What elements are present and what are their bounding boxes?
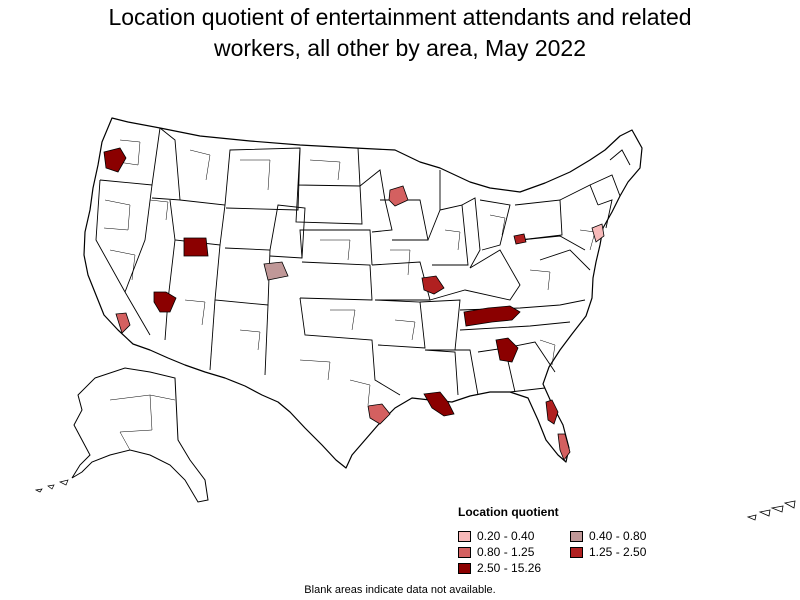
area-orlando-fl — [545, 399, 559, 425]
area-los-angeles-ca — [115, 312, 131, 334]
area-houston-tx — [367, 403, 391, 425]
legend-item: 1.25 - 2.50 — [570, 545, 682, 559]
footnote: Blank areas indicate data not available. — [304, 584, 496, 596]
legend-item: 0.20 - 0.40 — [458, 529, 570, 543]
legend-item: 2.50 - 15.26 — [458, 561, 570, 575]
shaded-areas — [103, 147, 605, 461]
area-minneapolis-mn — [388, 185, 409, 207]
alaska-borders — [109, 394, 176, 451]
legend-swatch — [458, 562, 471, 574]
area-new-york-nj — [591, 223, 605, 243]
hawaii-islands — [746, 500, 796, 521]
area-las-vegas-nv — [153, 291, 177, 313]
legend-items: 0.20 - 0.40 0.40 - 0.80 0.80 - 1.25 1.25… — [458, 529, 698, 575]
area-new-orleans-la — [423, 391, 455, 417]
legend-swatch — [458, 546, 471, 558]
alaska-outline — [71, 367, 209, 503]
legend-label: 0.40 - 0.80 — [589, 529, 647, 543]
legend-swatch — [458, 530, 471, 542]
map-title: Location quotient of entertainment atten… — [0, 2, 800, 64]
aleutian-islands — [34, 479, 69, 493]
map-title-line-1: Location quotient of entertainment atten… — [108, 4, 692, 30]
legend-title: Location quotient — [458, 505, 559, 519]
area-st-louis-mo — [421, 275, 445, 295]
legend-label: 2.50 - 15.26 — [477, 561, 542, 575]
area-salt-lake-city-ut — [183, 237, 209, 257]
area-colorado — [263, 261, 289, 281]
legend-label: 0.20 - 0.40 — [477, 529, 535, 543]
map-title-line-2: workers, all other by area, May 2022 — [213, 35, 586, 61]
legend-label: 0.80 - 1.25 — [477, 545, 535, 559]
area-borders — [103, 139, 596, 406]
area-atlanta-ga — [495, 337, 519, 363]
legend-label: 1.25 - 2.50 — [589, 545, 647, 559]
area-miami-fl — [557, 433, 571, 461]
area-portland-or — [103, 147, 127, 173]
area-tennessee — [463, 305, 521, 327]
map-legend: Location quotient 0.20 - 0.40 0.40 - 0.8… — [458, 505, 698, 575]
legend-swatch — [570, 530, 583, 542]
legend-swatch — [570, 546, 583, 558]
legend-item: 0.80 - 1.25 — [458, 545, 570, 559]
area-cleveland-oh — [513, 233, 527, 245]
legend-item: 0.40 - 0.80 — [570, 529, 682, 543]
continental-us-outline — [83, 117, 643, 469]
